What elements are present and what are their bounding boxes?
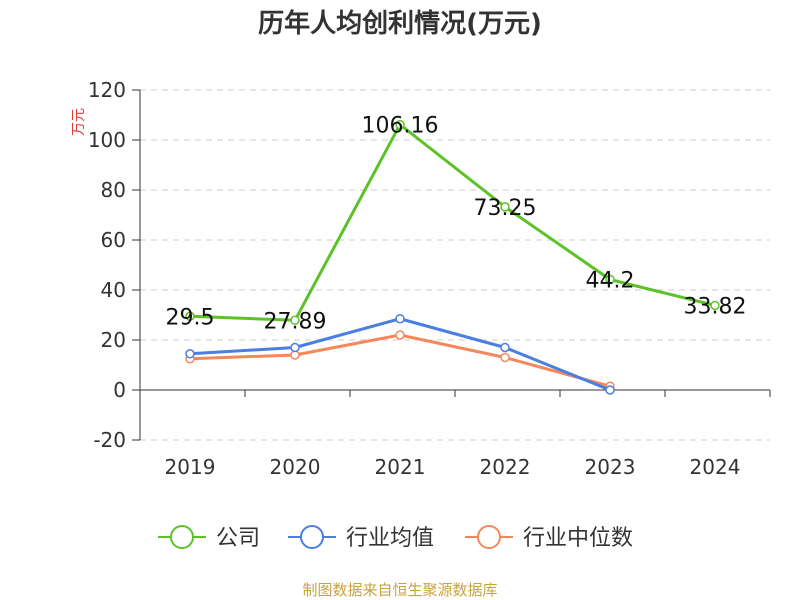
legend-marker [300,525,324,549]
legend-item[interactable]: 公司 [158,525,260,551]
series-line [189,123,716,322]
legend-marker [170,525,194,549]
data-point[interactable] [290,315,300,326]
y-tick-label: 0 [113,378,126,402]
y-axis-unit: 万元 [71,108,87,136]
x-tick-label: 2021 [375,455,426,479]
chart-title: 历年人均创利情况(万元) [258,8,542,39]
x-tick-label: 2022 [480,455,531,479]
y-tick-label: 20 [101,328,126,352]
y-tick-label: 40 [101,278,126,302]
gridlines [140,89,770,441]
source-footer: 制图数据来自恒生聚源数据库 [302,581,497,599]
y-tick-label: 100 [88,128,126,152]
series-line [189,317,611,392]
x-tick-label: 2019 [165,455,216,479]
data-point[interactable] [185,311,195,321]
axes: -20 0 20 40 60 80 100 120 2019 2020 2021 2022 2023 20… [88,78,771,479]
legend-label: 公司 [216,526,260,551]
legend-label: 行业均值 [346,526,434,551]
data-point[interactable] [185,349,195,359]
legend[interactable]: 公司 行业均值 行业中位数 [158,525,633,551]
data-point[interactable] [500,202,510,212]
series-lines [185,119,720,395]
data-point[interactable] [395,330,405,340]
series-line [189,333,611,388]
y-tick-label: -20 [93,428,126,452]
legend-item[interactable]: 行业均值 [288,525,434,551]
data-point[interactable] [395,314,405,324]
legend-marker [477,525,501,549]
data-point[interactable] [290,342,300,353]
data-label: 73.25 [474,196,537,221]
data-label: 44.2 [586,269,635,294]
y-tick-label: 80 [101,178,126,202]
data-point[interactable] [395,119,405,130]
data-label: 27.89 [264,309,327,334]
data-labels: 29.5 27.89 106.16 73.25 44.2 33.82 [166,114,747,335]
data-point[interactable] [605,274,615,285]
x-tick-label: 2020 [270,455,321,479]
data-point[interactable] [710,300,720,311]
y-tick-label: 60 [101,228,126,252]
x-tick-label: 2023 [585,455,636,479]
data-label: 29.5 [166,305,215,330]
data-point[interactable] [605,385,615,395]
data-label: 33.82 [684,294,747,319]
x-tick-label: 2024 [690,455,741,479]
y-tick-label: 120 [88,78,126,102]
legend-label: 行业中位数 [523,526,633,551]
data-point[interactable] [500,342,510,353]
data-point[interactable] [500,352,510,363]
legend-item[interactable]: 行业中位数 [465,525,633,551]
data-label: 106.16 [362,114,439,139]
